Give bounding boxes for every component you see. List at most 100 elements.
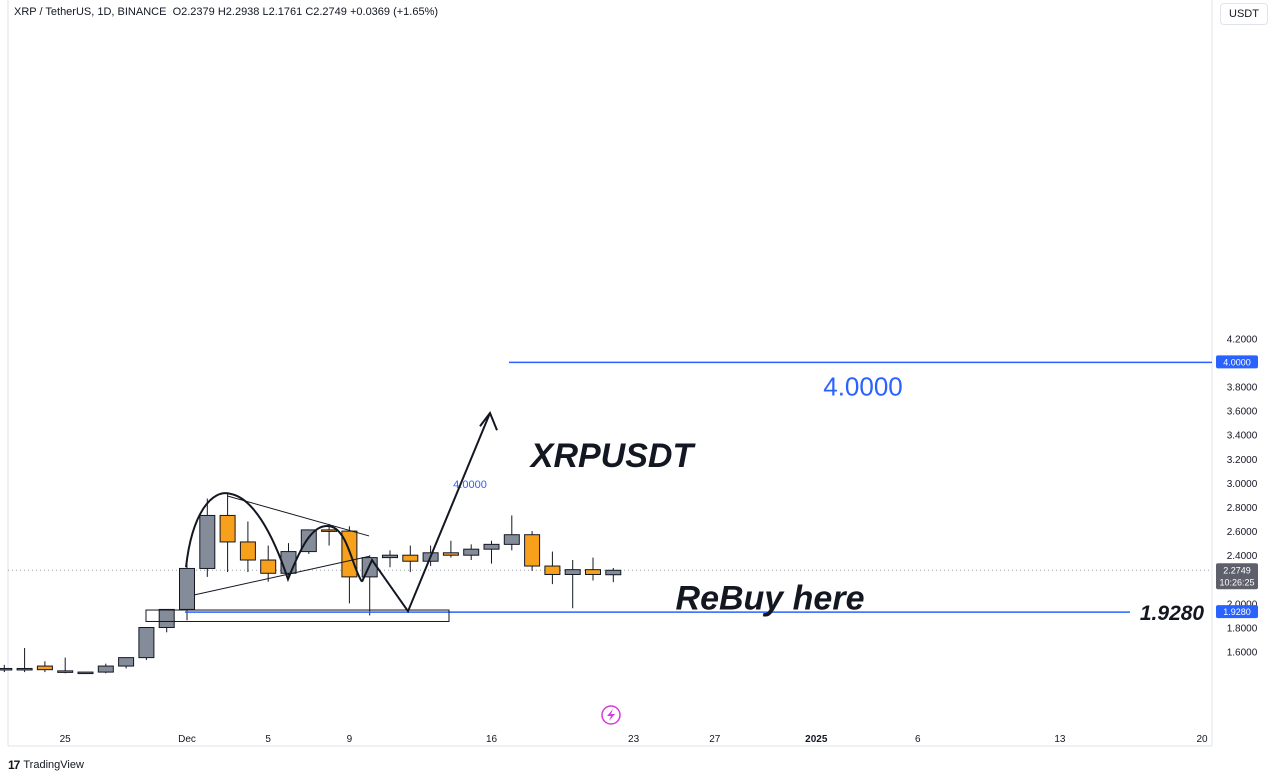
symbol-header: XRP / TetherUS, 1D, BINANCE O2.2379 H2.2… bbox=[14, 6, 438, 18]
y-tick-label: 2.0000 bbox=[1227, 599, 1258, 610]
candle-body bbox=[179, 567, 195, 610]
x-tick-label: 6 bbox=[915, 734, 921, 745]
candle[interactable] bbox=[463, 544, 480, 561]
y-tick-label: 2.6000 bbox=[1227, 527, 1258, 538]
last-price-tag-countdown: 10:26:25 bbox=[1219, 577, 1254, 587]
candle[interactable] bbox=[199, 498, 216, 577]
candle-body bbox=[585, 569, 601, 575]
target-price-tag[interactable]: 4.0000 bbox=[1216, 355, 1258, 369]
candle-body bbox=[36, 665, 53, 671]
support-zone-box[interactable] bbox=[145, 609, 450, 622]
y-tick-label: 3.2000 bbox=[1227, 455, 1258, 466]
last-price-tag[interactable]: 2.2749 10:26:25 bbox=[1216, 563, 1258, 590]
candle[interactable] bbox=[382, 550, 398, 568]
x-tick-label: 25 bbox=[60, 734, 72, 745]
x-tick-label: 5 bbox=[265, 734, 271, 745]
candle[interactable] bbox=[97, 663, 114, 674]
candle[interactable] bbox=[179, 558, 195, 621]
ohlc-low: L2.1761 bbox=[262, 6, 303, 18]
candle-body bbox=[564, 569, 581, 575]
candle-body bbox=[544, 565, 561, 575]
candle[interactable] bbox=[483, 540, 500, 564]
candle[interactable] bbox=[36, 661, 53, 673]
candle[interactable] bbox=[544, 551, 561, 585]
candle[interactable] bbox=[442, 540, 459, 558]
y-tick-label: 3.8000 bbox=[1227, 383, 1258, 394]
candle-body bbox=[402, 554, 419, 562]
x-tick-label: 27 bbox=[709, 734, 721, 745]
candle-body bbox=[442, 552, 459, 556]
x-tick-label: 2025 bbox=[805, 734, 828, 745]
y-tick-label: 1.8000 bbox=[1227, 624, 1258, 635]
annotation-target-big: 4.0000 bbox=[823, 371, 903, 401]
candle[interactable] bbox=[0, 664, 13, 673]
candle[interactable] bbox=[402, 545, 419, 573]
candle-body bbox=[300, 529, 317, 553]
x-tick-label: 20 bbox=[1196, 734, 1208, 745]
candle-body bbox=[503, 534, 520, 545]
support-price-tag[interactable]: 1.9280 bbox=[1216, 605, 1258, 619]
candle-body bbox=[97, 665, 114, 673]
candle[interactable] bbox=[524, 531, 541, 571]
triangle-upper-line[interactable] bbox=[227, 495, 370, 537]
x-tick-label: 16 bbox=[486, 734, 498, 745]
x-tick-label: Dec bbox=[178, 734, 196, 745]
candle[interactable] bbox=[280, 543, 297, 576]
lightning-icon[interactable] bbox=[601, 705, 621, 725]
ohlc-open: O2.2379 bbox=[172, 6, 215, 18]
tradingview-logo: 17 bbox=[8, 758, 20, 772]
candle[interactable] bbox=[77, 671, 94, 675]
candle[interactable] bbox=[260, 545, 277, 582]
symbol-name[interactable]: XRP / TetherUS, 1D, BINANCE bbox=[14, 6, 167, 18]
y-tick-label: 4.2000 bbox=[1227, 334, 1258, 345]
y-tick-label: 3.6000 bbox=[1227, 407, 1258, 418]
candle[interactable] bbox=[16, 647, 33, 673]
candle[interactable] bbox=[300, 529, 317, 554]
annotation-title: XRPUSDT bbox=[529, 437, 697, 475]
candle[interactable] bbox=[605, 567, 622, 583]
support-price-tag-bg bbox=[1216, 605, 1258, 619]
candle-body bbox=[219, 514, 236, 543]
y-tick-label: 3.4000 bbox=[1227, 431, 1258, 442]
projection-arrow-head bbox=[479, 411, 498, 431]
ohlc-high: H2.2938 bbox=[217, 6, 260, 18]
candle-body bbox=[524, 534, 541, 567]
projection-path[interactable] bbox=[361, 412, 491, 614]
candle[interactable] bbox=[138, 627, 155, 661]
candle[interactable] bbox=[503, 515, 520, 551]
lightning-icon-bolt bbox=[607, 709, 615, 721]
candle-body bbox=[382, 554, 398, 559]
brand-name: TradingView bbox=[23, 759, 84, 771]
currency-button[interactable]: USDT bbox=[1220, 3, 1268, 25]
x-tick-label: 9 bbox=[347, 734, 353, 745]
candle[interactable] bbox=[239, 521, 256, 573]
triangle-lower-line[interactable] bbox=[193, 555, 370, 596]
x-tick-label: 23 bbox=[628, 734, 640, 745]
ohlc-close: C2.2749 bbox=[305, 6, 347, 18]
x-tick-label: 13 bbox=[1054, 734, 1066, 745]
candle-body bbox=[16, 667, 33, 671]
support-price-tag-value: 1.9280 bbox=[1223, 607, 1251, 617]
candle[interactable] bbox=[564, 560, 581, 609]
candle[interactable] bbox=[57, 657, 74, 674]
candle-body bbox=[280, 551, 297, 574]
y-tick-label: 1.6000 bbox=[1227, 648, 1258, 659]
candle-body bbox=[199, 514, 216, 569]
candle[interactable] bbox=[585, 557, 601, 581]
candle-body bbox=[239, 541, 256, 561]
y-tick-label: 3.0000 bbox=[1227, 479, 1258, 490]
wave-curve[interactable] bbox=[185, 492, 363, 583]
candle[interactable] bbox=[158, 608, 175, 633]
candle-body bbox=[321, 529, 338, 532]
y-tick-label: 2.4000 bbox=[1227, 551, 1258, 562]
annotation-target-small: 4.0000 bbox=[453, 479, 487, 491]
candle[interactable] bbox=[118, 657, 135, 669]
last-price-tag-value: 2.2749 bbox=[1223, 565, 1251, 575]
candle[interactable] bbox=[219, 493, 236, 573]
annotation-support-label: 1.9280 bbox=[1140, 602, 1205, 625]
candle-body bbox=[118, 657, 135, 667]
annotation-rebuy: ReBuy here bbox=[676, 579, 865, 617]
candle-body bbox=[260, 559, 277, 574]
y-tick-label: 2.8000 bbox=[1227, 503, 1258, 514]
